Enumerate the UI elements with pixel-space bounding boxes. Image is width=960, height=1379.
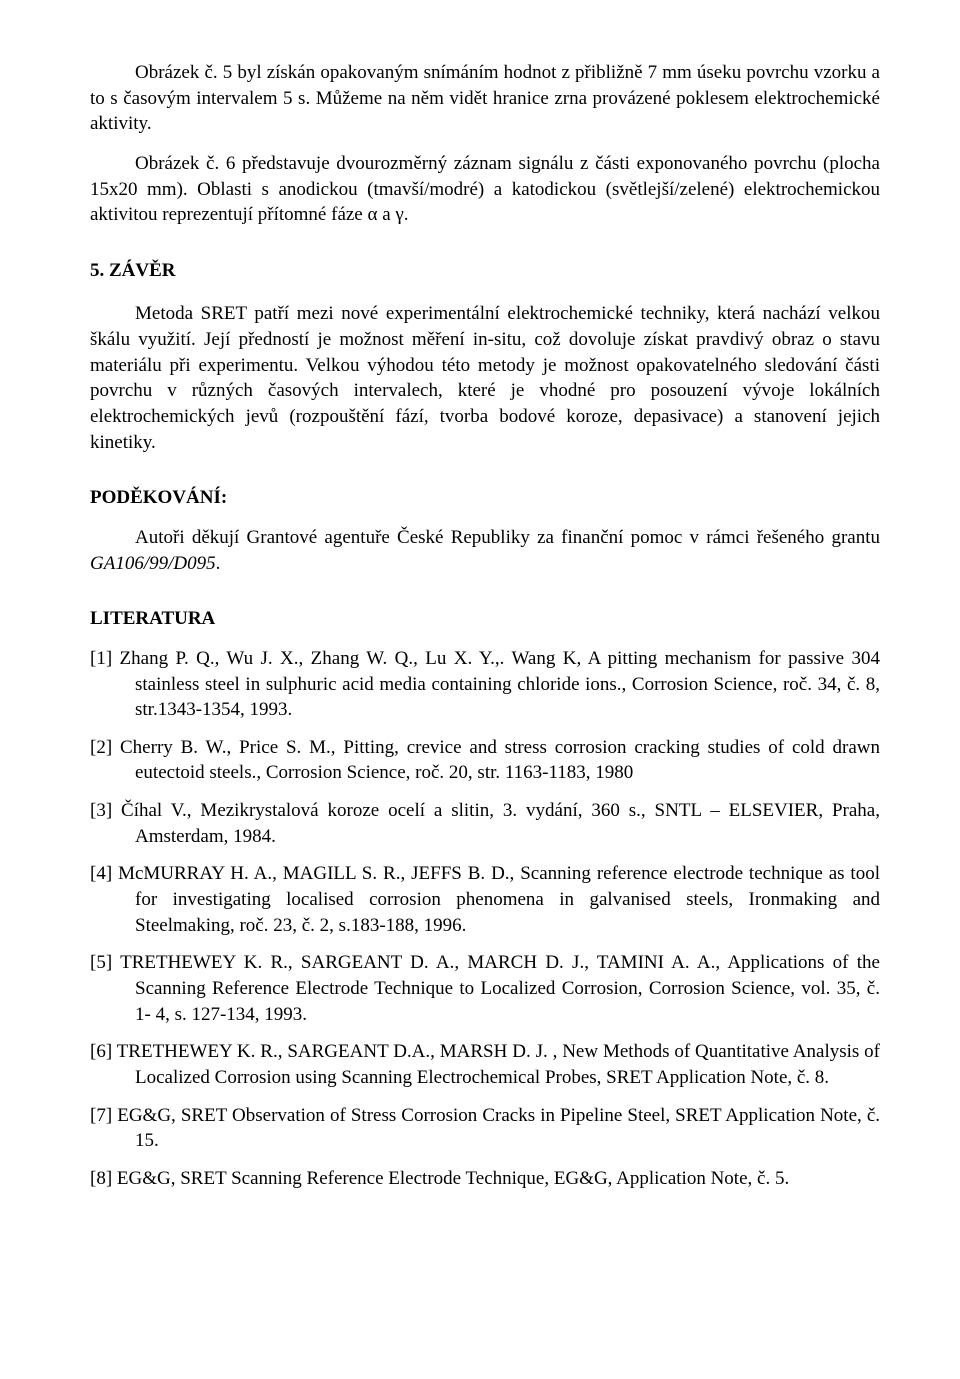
reference-item: [7] EG&G, SRET Observation of Stress Cor… [90, 1103, 880, 1154]
reference-item: [4] McMURRAY H. A., MAGILL S. R., JEFFS … [90, 861, 880, 938]
paragraph-zaver: Metoda SRET patří mezi nové experimentál… [90, 301, 880, 455]
grant-number: GA106/99/D095 [90, 553, 216, 574]
paragraph-obrazek5: Obrázek č. 5 byl získán opakovaným snímá… [90, 60, 880, 137]
paragraph-obrazek6: Obrázek č. 6 představuje dvourozměrný zá… [90, 151, 880, 228]
podekovani-text-prefix: Autoři děkují Grantové agentuře České Re… [135, 527, 880, 548]
reference-item: [2] Cherry B. W., Price S. M., Pitting, … [90, 735, 880, 786]
reference-list: [1] Zhang P. Q., Wu J. X., Zhang W. Q., … [90, 646, 880, 1192]
heading-podekovani: PODĚKOVÁNÍ: [90, 485, 880, 511]
reference-item: [1] Zhang P. Q., Wu J. X., Zhang W. Q., … [90, 646, 880, 723]
heading-zaver: 5. ZÁVĚR [90, 258, 880, 284]
reference-item: [5] TRETHEWEY K. R., SARGEANT D. A., MAR… [90, 950, 880, 1027]
paragraph-podekovani: Autoři děkují Grantové agentuře České Re… [90, 525, 880, 576]
reference-item: [3] Číhal V., Mezikrystalová koroze ocel… [90, 798, 880, 849]
reference-item: [6] TRETHEWEY K. R., SARGEANT D.A., MARS… [90, 1039, 880, 1090]
heading-literatura: LITERATURA [90, 606, 880, 632]
reference-item: [8] EG&G, SRET Scanning Reference Electr… [90, 1166, 880, 1192]
podekovani-text-suffix: . [216, 553, 221, 574]
